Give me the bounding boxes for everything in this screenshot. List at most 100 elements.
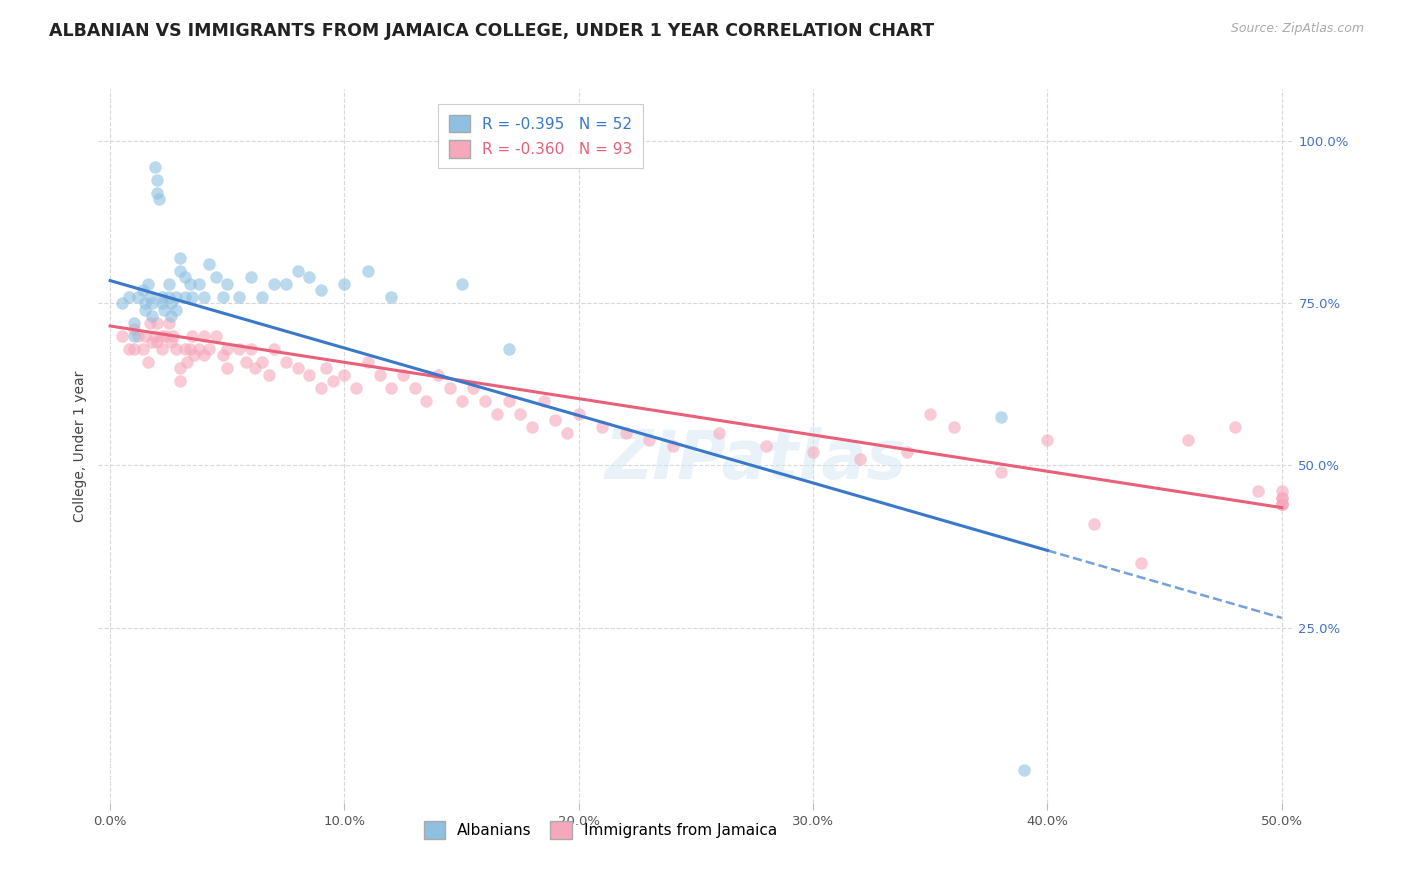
Point xyxy=(181,290,204,304)
Point xyxy=(298,368,321,382)
Point xyxy=(169,374,191,388)
Point xyxy=(1083,516,1105,531)
Point xyxy=(252,354,274,368)
Text: Source: ZipAtlas.com: Source: ZipAtlas.com xyxy=(1230,22,1364,36)
Point xyxy=(1012,764,1035,778)
Point xyxy=(204,328,226,343)
Point xyxy=(141,296,163,310)
Point xyxy=(132,283,155,297)
Point xyxy=(134,328,156,343)
Point xyxy=(404,381,426,395)
Point xyxy=(127,290,149,304)
Point xyxy=(204,270,226,285)
Point xyxy=(181,328,204,343)
Point xyxy=(143,328,166,343)
Point xyxy=(134,296,156,310)
Point xyxy=(111,328,134,343)
Point xyxy=(368,368,391,382)
Point xyxy=(896,445,918,459)
Point xyxy=(150,328,173,343)
Point xyxy=(849,452,872,467)
Point xyxy=(463,381,485,395)
Point xyxy=(309,283,332,297)
Point xyxy=(344,381,367,395)
Point xyxy=(160,335,183,350)
Point xyxy=(263,342,285,356)
Point xyxy=(165,342,187,356)
Point xyxy=(1271,497,1294,511)
Point xyxy=(146,335,169,350)
Point xyxy=(150,342,173,356)
Point xyxy=(1271,491,1294,505)
Point xyxy=(920,407,942,421)
Point xyxy=(183,348,205,362)
Point xyxy=(150,290,173,304)
Point xyxy=(136,277,159,291)
Point xyxy=(139,316,162,330)
Point xyxy=(322,374,344,388)
Text: ZIPatlas: ZIPatlas xyxy=(605,427,907,493)
Point xyxy=(211,290,233,304)
Point xyxy=(1223,419,1246,434)
Point xyxy=(146,173,169,187)
Point xyxy=(134,302,156,317)
Point xyxy=(415,393,437,408)
Point xyxy=(169,361,191,376)
Point xyxy=(188,277,211,291)
Point xyxy=(380,290,402,304)
Point xyxy=(755,439,778,453)
Point xyxy=(143,160,166,174)
Point xyxy=(153,302,176,317)
Point xyxy=(709,425,731,440)
Point xyxy=(193,328,215,343)
Point xyxy=(520,419,543,434)
Point xyxy=(1036,433,1059,447)
Point xyxy=(160,296,183,310)
Point xyxy=(179,342,201,356)
Point xyxy=(1247,484,1270,499)
Point xyxy=(333,277,356,291)
Point xyxy=(287,361,309,376)
Point xyxy=(1271,497,1294,511)
Point xyxy=(169,264,191,278)
Point xyxy=(544,413,567,427)
Point xyxy=(111,296,134,310)
Point xyxy=(450,393,472,408)
Point xyxy=(188,342,211,356)
Point xyxy=(661,439,683,453)
Point xyxy=(252,290,274,304)
Point xyxy=(315,361,337,376)
Point xyxy=(127,328,149,343)
Point xyxy=(274,277,297,291)
Point xyxy=(179,277,201,291)
Point xyxy=(1177,433,1199,447)
Point xyxy=(485,407,508,421)
Point xyxy=(176,354,198,368)
Point xyxy=(801,445,824,459)
Text: ALBANIAN VS IMMIGRANTS FROM JAMAICA COLLEGE, UNDER 1 YEAR CORRELATION CHART: ALBANIAN VS IMMIGRANTS FROM JAMAICA COLL… xyxy=(49,22,935,40)
Point xyxy=(228,290,250,304)
Point xyxy=(169,251,191,265)
Point xyxy=(217,277,239,291)
Point xyxy=(228,342,250,356)
Point xyxy=(197,257,219,271)
Point xyxy=(298,270,321,285)
Point xyxy=(211,348,233,362)
Point xyxy=(942,419,965,434)
Point xyxy=(380,381,402,395)
Point xyxy=(533,393,555,408)
Point xyxy=(392,368,415,382)
Point xyxy=(150,296,173,310)
Point xyxy=(309,381,332,395)
Point xyxy=(509,407,531,421)
Point xyxy=(122,316,145,330)
Point xyxy=(118,290,141,304)
Point xyxy=(193,290,215,304)
Point xyxy=(1130,556,1153,570)
Point xyxy=(136,354,159,368)
Point xyxy=(357,354,380,368)
Point xyxy=(450,277,472,291)
Point xyxy=(990,465,1012,479)
Point xyxy=(568,407,591,421)
Point xyxy=(162,328,184,343)
